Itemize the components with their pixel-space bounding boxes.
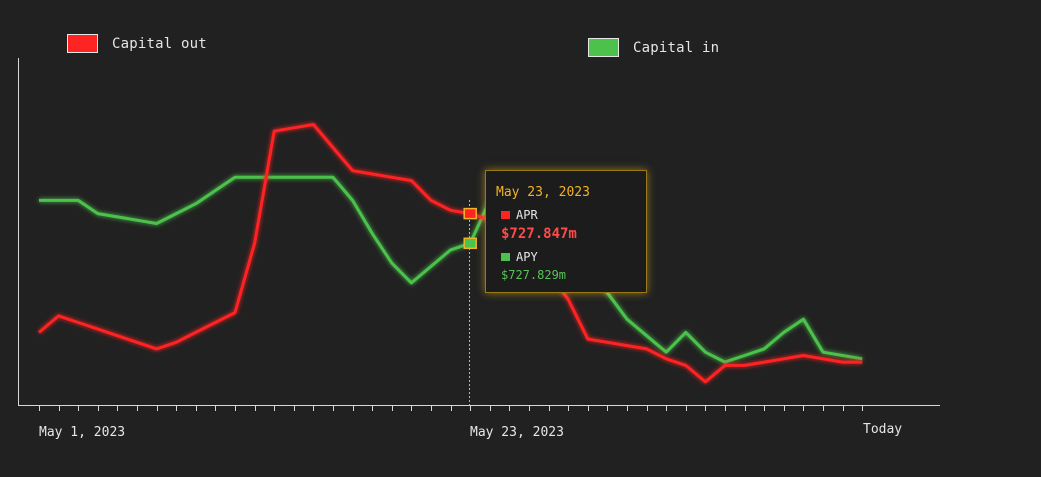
legend-swatch-capital-in [588, 38, 619, 57]
hover-markers [463, 207, 477, 250]
x-tick-label-start: May 1, 2023 [39, 425, 126, 440]
series-line-capital-in[interactable] [39, 172, 863, 364]
tooltip-series2-name: APY [516, 250, 538, 264]
hover-marker-capital-in [463, 237, 477, 250]
series-layer [38, 123, 863, 384]
legend-capital-in[interactable]: Capital in [588, 38, 719, 57]
series-line-capital-out[interactable] [38, 123, 863, 384]
tooltip-series1-swatch [501, 211, 510, 219]
tooltip-series1-value: $727.847m [501, 226, 577, 242]
tooltip-series2-row: APY [501, 250, 646, 264]
tooltip-series2-swatch [501, 253, 510, 261]
legend-swatch-capital-out [67, 34, 98, 53]
x-tick-label-mid: May 23, 2023 [470, 425, 564, 440]
tooltip-series1-row: APR [501, 208, 646, 222]
tooltip-series2-value: $727.829m [501, 268, 567, 282]
x-tick-label-end: Today [863, 422, 903, 437]
hover-marker-capital-out [463, 207, 477, 220]
tooltip-series1-name: APR [516, 208, 538, 222]
legend-label-capital-out: Capital out [112, 35, 207, 52]
legend-capital-out[interactable]: Capital out [67, 34, 207, 53]
legend-label-capital-in: Capital in [633, 39, 720, 56]
tooltip-date: May 23, 2023 [496, 185, 590, 200]
hover-tooltip: May 23, 2023 APR $727.847m APY $727.829m [485, 170, 647, 293]
x-axis-ticks [39, 405, 863, 411]
